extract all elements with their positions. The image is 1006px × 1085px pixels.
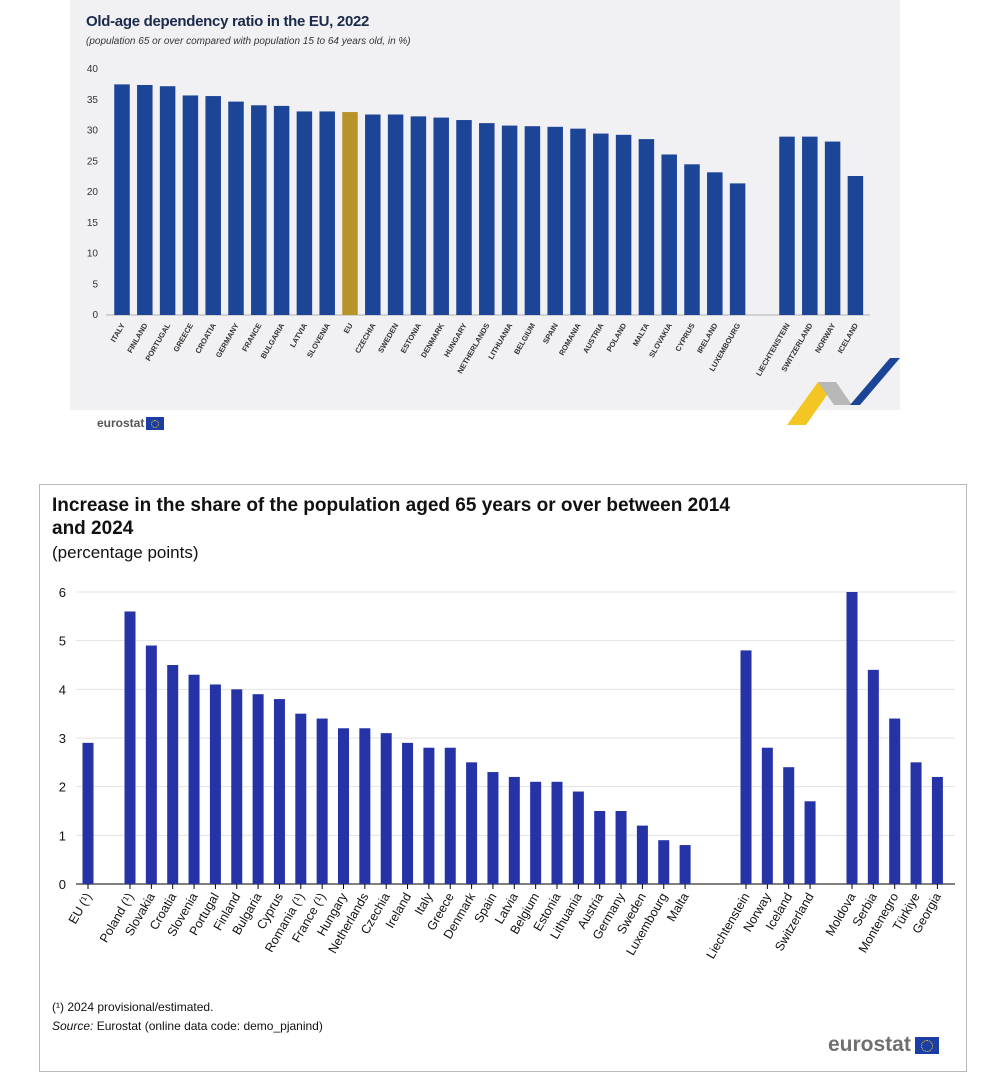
x-tick-label: ROMANIA: [557, 321, 583, 357]
bar-finland: [137, 84, 153, 316]
x-tick-label: IRELAND: [695, 321, 720, 355]
bar-latvia: [296, 111, 313, 315]
chart2-title: Increase in the share of the population …: [52, 495, 730, 539]
eu-flag-icon-large: [914, 1036, 939, 1054]
chart2-source: Source: Eurostat (online data code: demo…: [52, 1019, 323, 1033]
bar-hungary: [456, 120, 472, 315]
bar-switzerland: [802, 136, 818, 315]
bar-france: [251, 105, 267, 315]
x-tick-label: ICELAND: [836, 321, 861, 355]
x-tick-label: SLOVENIA: [305, 321, 332, 359]
chart2-subtitle: (percentage points): [52, 543, 199, 562]
chart2-footnote: (¹) 2024 provisional/estimated.: [52, 1000, 214, 1014]
bar-slovenia: [319, 111, 335, 315]
x-tick-label: MALTA: [631, 321, 652, 348]
eurostat-logo-text-large: eurostat: [828, 1033, 911, 1056]
bar-germany: [228, 101, 244, 315]
y-tick-label: 25: [87, 156, 99, 167]
x-tick-label: FINLAND: [125, 321, 150, 355]
bar-austria: [593, 133, 609, 315]
chart1-subtitle: (population 65 or over compared with pop…: [86, 36, 411, 47]
bar-norway: [824, 141, 841, 315]
bar-denmark: [433, 117, 449, 316]
y-tick-label: 35: [87, 95, 99, 106]
x-tick-label: SWEDEN: [376, 322, 400, 355]
y-tick-label: 30: [87, 126, 99, 137]
x-tick-label: BELGIUM: [512, 322, 537, 356]
x-tick-label: CZECHIA: [353, 321, 378, 355]
eurostat-logo-text: eurostat: [97, 416, 145, 430]
bar-spain: [547, 126, 563, 315]
x-tick-label: GREECE: [171, 322, 195, 354]
eurostat-logo: eurostat: [828, 1033, 939, 1057]
bar-romania: [570, 128, 586, 315]
eurostat-corner-graphic: [787, 358, 900, 425]
x-tick-label: POLAND: [605, 321, 629, 353]
x-tick-label: ESTONIA: [399, 321, 424, 355]
bar-czechia: [365, 114, 381, 315]
x-tick-label: FRANCE: [240, 322, 263, 354]
bar-ireland: [707, 172, 723, 315]
bar-eu: [342, 112, 358, 315]
chart-panel-share-increase: [39, 484, 967, 1072]
bar-poland: [615, 134, 632, 315]
bar-portugal: [159, 86, 176, 315]
eu-flag-icon: [146, 416, 165, 430]
bar-iceland: [847, 176, 864, 315]
bar-greece: [182, 95, 199, 315]
bar-croatia: [205, 96, 221, 315]
bar-lithuania: [501, 125, 518, 315]
bar-cyprus: [684, 164, 700, 315]
bar-liechtenstein: [779, 136, 795, 315]
bar-belgium: [524, 126, 541, 315]
x-tick-label: LATVIA: [288, 321, 309, 349]
y-tick-label: 10: [87, 249, 99, 260]
y-tick-label: 0: [92, 310, 98, 321]
x-tick-label: SPAIN: [541, 322, 560, 346]
y-tick-label: 5: [92, 279, 98, 290]
bar-bulgaria: [273, 105, 290, 316]
bar-italy: [114, 84, 130, 315]
x-tick-label: GERMANY: [214, 322, 241, 360]
x-tick-label: CROATIA: [193, 321, 218, 355]
x-tick-label: EU: [342, 322, 355, 336]
bar-luxembourg: [729, 183, 746, 315]
x-tick-label: SLOVAKIA: [647, 321, 674, 359]
source-text: Eurostat (online data code: demo_pjanind…: [93, 1019, 323, 1033]
eurostat-logo-small: eurostat: [97, 416, 165, 430]
bar-slovakia: [661, 154, 677, 315]
source-label: Source:: [52, 1019, 94, 1033]
y-tick-label: 40: [87, 64, 99, 75]
x-tick-label: NORWAY: [813, 322, 837, 355]
chart1-title: Old-age dependency ratio in the EU, 2022: [86, 13, 370, 30]
bar-estonia: [410, 116, 427, 315]
bar-malta: [638, 139, 655, 315]
y-tick-label: 20: [87, 187, 99, 198]
y-tick-label: 15: [87, 218, 99, 229]
bar-netherlands: [479, 123, 495, 316]
bar-sweden: [387, 114, 404, 315]
x-tick-label: ITALY: [109, 322, 127, 344]
x-tick-label: CYPRUS: [673, 322, 696, 354]
x-tick-label: AUSTRIA: [581, 321, 606, 355]
